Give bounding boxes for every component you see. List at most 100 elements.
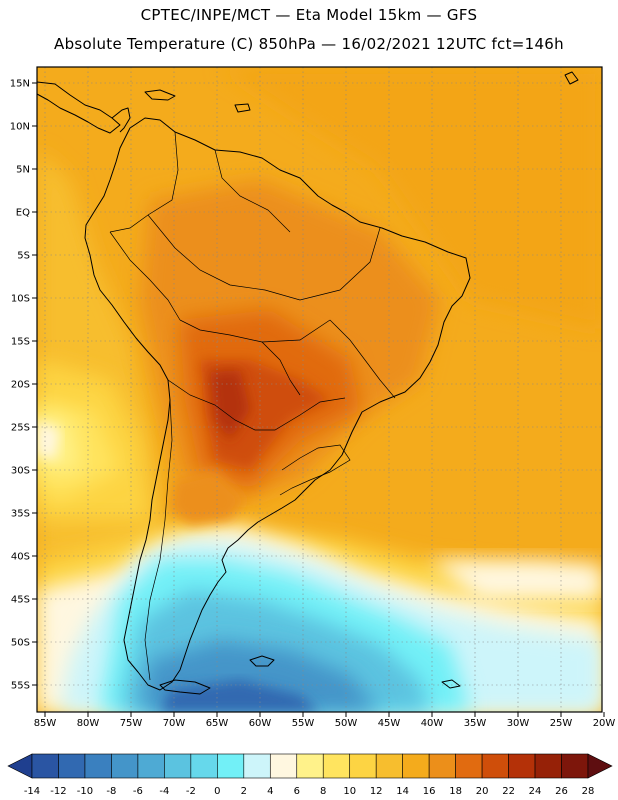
colorbar-segment (481, 753, 509, 779)
map-title: CPTEC/INPE/MCT — Eta Model 15km — GFS (140, 6, 478, 24)
colorbar-label: 12 (370, 786, 383, 797)
colorbar-segment (217, 753, 245, 779)
colorbar-label: 24 (529, 786, 542, 797)
country-borders (109, 131, 396, 681)
border-uruguay (279, 444, 351, 496)
colorbar-segment (428, 753, 456, 779)
colorbar-arrow-low (7, 753, 33, 779)
colorbar-label: -12 (50, 786, 66, 797)
lon-label: 50W (335, 718, 358, 729)
falkland-islands (249, 655, 275, 667)
border-internal (261, 319, 331, 343)
lon-label: 60W (249, 718, 272, 729)
colorbar-segment (375, 753, 403, 779)
lat-label: 10S (11, 294, 30, 305)
colorbar-segment (31, 753, 59, 779)
colorbar-label: 28 (582, 786, 595, 797)
colorbar-segment (137, 753, 165, 779)
colorbar-segment (322, 753, 351, 779)
colorbar-segment (269, 753, 298, 779)
colorbar-label: 16 (423, 786, 436, 797)
border-brazil-north (147, 214, 381, 301)
colorbar-segment (190, 753, 218, 779)
longitude-labels: 85W 80W 75W 70W 65W 60W 55W 50W 45W 40W 35W 30W 25W 2… (34, 712, 616, 729)
lon-label: 65W (206, 718, 229, 729)
south-america-coast (84, 117, 471, 691)
colorbar-label: 4 (267, 786, 273, 797)
caribbean-island-small (234, 103, 251, 113)
colorbar-segment (455, 753, 483, 779)
lat-label: 45S (11, 595, 30, 606)
lat-label: 50S (11, 638, 30, 649)
lon-label: 55W (292, 718, 315, 729)
tierra-del-fuego (159, 679, 211, 695)
central-america-coast (37, 81, 121, 134)
lon-label: 80W (77, 718, 100, 729)
lon-label: 45W (378, 718, 401, 729)
lon-label: 40W (421, 718, 444, 729)
lon-label: 85W (34, 718, 57, 729)
colorbar-label: 26 (555, 786, 568, 797)
colorbar-label: -10 (77, 786, 93, 797)
colorbar-label: -2 (186, 786, 196, 797)
latitude-labels: 15N 10N 5N EQ 5S 10S 15S 20S 25S 30S 35S 40S 45S 50S 5… (10, 79, 37, 692)
colorbar-segment (402, 753, 430, 779)
border-paraguay-argentina (167, 379, 346, 431)
colorbar-arrow-high (587, 753, 613, 779)
lat-label: EQ (16, 208, 30, 219)
colorbar-label: 14 (396, 786, 409, 797)
coastlines (37, 71, 579, 695)
lat-label: 30S (11, 466, 30, 477)
lat-label: 40S (11, 552, 30, 563)
lat-label: 35S (11, 509, 30, 520)
colorbar-segment (561, 753, 589, 779)
lat-label: 10N (10, 122, 30, 133)
south-georgia (441, 679, 461, 689)
atlantic-island (564, 71, 579, 85)
lat-label: 55S (11, 681, 30, 692)
colorbar-label: 18 (449, 786, 462, 797)
colorbar-segment (349, 753, 377, 779)
colorbar-segment (508, 753, 536, 779)
border-colombia (109, 131, 179, 233)
colorbar-label: 2 (241, 786, 247, 797)
lat-label: 20S (11, 380, 30, 391)
colorbar-label: 20 (476, 786, 489, 797)
map-subtitle: Absolute Temperature (C) 850hPa — 16/02/… (54, 35, 564, 53)
lon-label: 35W (464, 718, 487, 729)
lon-label: 25W (550, 718, 573, 729)
colorbar-label: 22 (502, 786, 515, 797)
colorbar-label: -4 (159, 786, 169, 797)
panama-coast (111, 107, 131, 133)
colorbar-label: 10 (343, 786, 356, 797)
colorbar-segment (534, 753, 562, 779)
lat-label: 5N (16, 165, 30, 176)
border-peru-ecuador (109, 231, 181, 321)
colorbar-segment (58, 753, 86, 779)
temperature-field (37, 67, 602, 712)
border-brazil-state (329, 319, 396, 399)
border-chile-argentina (144, 399, 173, 681)
colorbar-segment (84, 753, 112, 779)
lon-label: 70W (163, 718, 186, 729)
map-frame (36, 66, 603, 713)
colorbar-label: 8 (320, 786, 326, 797)
colorbar-label: 0 (214, 786, 220, 797)
colorbar-segment (111, 753, 139, 779)
colorbar-segment (164, 753, 192, 779)
lat-label: 5S (17, 251, 30, 262)
border-venezuela (214, 149, 291, 233)
colorbar-segment (296, 753, 324, 779)
lon-label: 20W (593, 718, 616, 729)
colorbar-segment (243, 753, 271, 779)
lat-label: 15S (11, 337, 30, 348)
colorbar-label: 6 (294, 786, 300, 797)
lat-label: 25S (11, 423, 30, 434)
colorbar-label: -14 (24, 786, 40, 797)
colorbar: -14 -12 -10 -8 -6 -4 -2 0 2 4 6 8 10 12 14 16 18 20 22 24 26… (7, 753, 613, 797)
lon-label: 30W (507, 718, 530, 729)
caribbean-islands (144, 89, 176, 101)
lat-label: 15N (10, 79, 30, 90)
lon-label: 75W (120, 718, 143, 729)
